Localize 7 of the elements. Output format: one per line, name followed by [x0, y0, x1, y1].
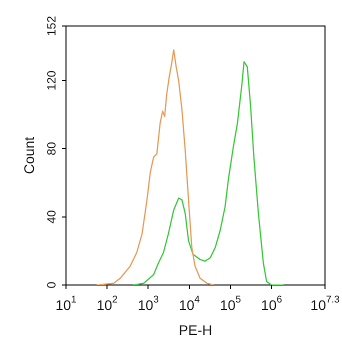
y-tick-label: 152 — [44, 16, 58, 36]
y-tick-label: 80 — [44, 142, 58, 156]
y-tick-label: 120 — [44, 70, 58, 91]
y-tick-label: 40 — [44, 210, 58, 224]
y-axis-title: Count — [20, 136, 37, 174]
y-tick-label: 0 — [44, 281, 58, 288]
x-axis-title: PE-H — [178, 322, 212, 338]
